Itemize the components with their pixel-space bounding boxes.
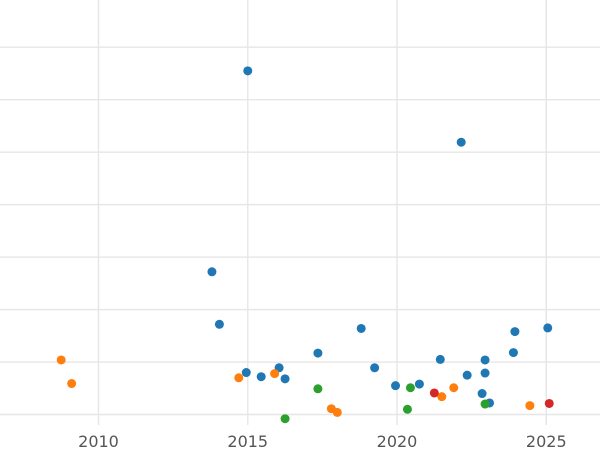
series-1	[56, 355, 535, 417]
data-point-series-2-0	[313, 384, 323, 394]
series-2	[280, 383, 490, 424]
data-point-series-0-14	[480, 368, 490, 378]
grid-layer	[0, 0, 600, 425]
data-point-series-2-4	[280, 414, 290, 424]
points-layer	[56, 66, 554, 424]
data-point-series-0-6	[510, 327, 520, 337]
x-tick-labels: 2010 2015 2020 2025	[78, 432, 566, 450]
data-point-series-1-5	[437, 392, 447, 402]
data-point-series-1-3	[270, 369, 280, 379]
data-point-series-0-0	[243, 66, 253, 76]
data-point-series-2-2	[480, 399, 490, 409]
data-point-series-3-1	[544, 398, 554, 408]
data-point-series-0-15	[256, 372, 266, 382]
data-point-series-0-20	[477, 389, 487, 399]
data-point-series-0-5	[543, 323, 553, 333]
data-point-series-0-1	[456, 137, 466, 147]
data-point-series-0-16	[280, 374, 290, 384]
x-tick-label-2025: 2025	[526, 432, 567, 450]
data-point-series-3-0	[429, 388, 439, 398]
data-point-series-1-4	[449, 383, 459, 393]
data-point-series-2-3	[402, 404, 412, 414]
data-point-series-1-2	[234, 373, 244, 383]
data-point-series-1-7	[332, 407, 342, 417]
data-point-series-0-3	[214, 319, 224, 329]
data-point-series-0-2	[207, 267, 217, 277]
series-3	[429, 388, 554, 408]
data-point-series-0-19	[414, 379, 424, 389]
data-point-series-1-1	[67, 379, 77, 389]
data-point-series-0-18	[391, 381, 401, 391]
data-point-series-2-1	[405, 383, 415, 393]
series-0	[207, 66, 553, 408]
data-point-series-1-0	[56, 355, 66, 365]
data-point-series-0-7	[313, 348, 323, 358]
data-point-series-0-12	[370, 363, 380, 373]
data-point-series-0-4	[356, 323, 366, 333]
data-point-series-0-17	[462, 370, 472, 380]
data-point-series-0-9	[435, 354, 445, 364]
data-point-series-0-10	[480, 355, 490, 365]
data-point-series-0-8	[508, 348, 518, 358]
x-tick-label-2020: 2020	[377, 432, 418, 450]
x-tick-label-2015: 2015	[227, 432, 268, 450]
data-point-series-0-13	[241, 368, 251, 378]
x-tick-label-2010: 2010	[78, 432, 119, 450]
data-point-series-1-8	[525, 401, 535, 411]
